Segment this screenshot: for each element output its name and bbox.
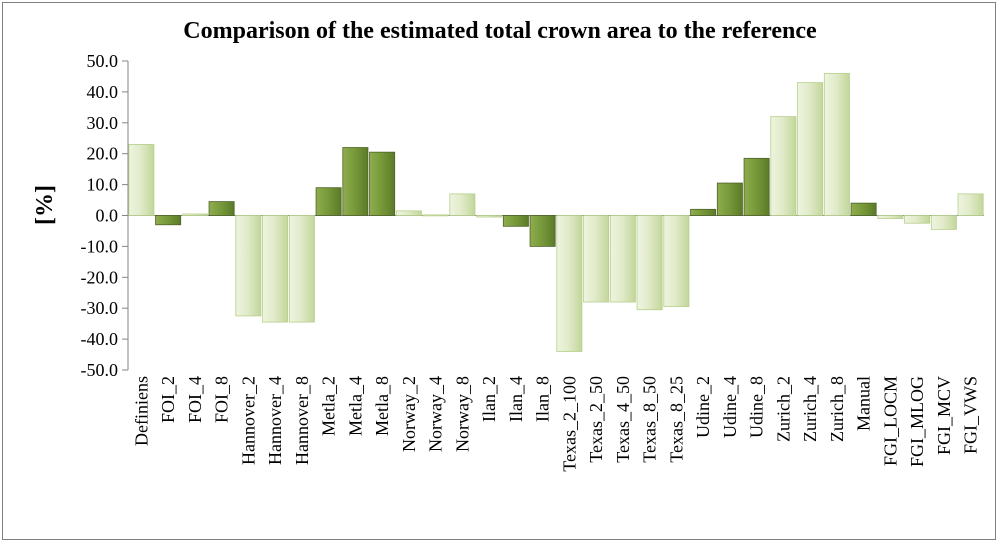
bar-metla-4 bbox=[342, 147, 369, 216]
x-tick-label: FOI_4 bbox=[185, 376, 205, 423]
x-tick-label: FOI_2 bbox=[158, 376, 178, 423]
bar-texas-2-50 bbox=[583, 215, 610, 303]
bar-metla-8 bbox=[369, 151, 396, 216]
x-tick-label: FOI_8 bbox=[212, 376, 232, 423]
y-tick-label: 10.0 bbox=[87, 175, 119, 195]
y-tick-label: 40.0 bbox=[87, 82, 119, 102]
x-tick-label: Texas_8_50 bbox=[640, 376, 660, 463]
x-tick-label: Zurich_8 bbox=[827, 376, 847, 442]
bar-foi-2 bbox=[155, 215, 182, 226]
chart-title: Comparison of the estimated total crown … bbox=[183, 18, 817, 44]
bar-norway-8 bbox=[449, 193, 476, 216]
bar-fgi-locm bbox=[877, 215, 904, 219]
bar-metla-2 bbox=[315, 187, 342, 216]
x-tick-label: Ilan_4 bbox=[506, 376, 526, 422]
x-tick-label: Hannover_8 bbox=[292, 376, 312, 465]
y-axis-label: [%] bbox=[32, 185, 58, 225]
y-tick-label: -30.0 bbox=[81, 298, 119, 318]
bar-hannover-4 bbox=[262, 215, 289, 323]
x-tick-label: Norway_2 bbox=[399, 376, 419, 452]
x-tick-label: Metla_2 bbox=[319, 376, 339, 436]
bar-norway-2 bbox=[395, 210, 422, 216]
x-tick-label: Manual bbox=[854, 376, 874, 431]
bar-foi-8 bbox=[208, 201, 235, 216]
x-tick-label: Texas_4_50 bbox=[613, 376, 633, 463]
bar-ilan-4 bbox=[502, 215, 529, 227]
x-tick-label: Ilan_2 bbox=[479, 376, 499, 422]
bar-zurich-2 bbox=[770, 116, 797, 216]
bar-hannover-2 bbox=[235, 215, 262, 317]
bar-zurich-4 bbox=[797, 82, 824, 216]
bar-foi-4 bbox=[181, 213, 208, 216]
bar-texas-4-50 bbox=[609, 215, 636, 303]
x-tick-label: Hannover_4 bbox=[265, 376, 285, 465]
x-tick-label: Metla_8 bbox=[372, 376, 392, 436]
x-tick-label: Texas_8_25 bbox=[666, 376, 686, 463]
x-tick-label: Udine_4 bbox=[720, 376, 740, 438]
bar-norway-4 bbox=[422, 214, 449, 217]
x-tick-label: Texas_2_50 bbox=[586, 376, 606, 463]
bar-fgi-vws bbox=[957, 193, 984, 216]
y-tick-label: -40.0 bbox=[81, 329, 119, 349]
x-tick-label: Hannover_2 bbox=[238, 376, 258, 465]
bar-fgi-mcv bbox=[930, 215, 957, 230]
x-tick-label: Norway_4 bbox=[426, 376, 446, 452]
x-tick-label: FGI_LOCM bbox=[880, 376, 900, 466]
y-tick-label: 0.0 bbox=[96, 206, 119, 226]
bar-hannover-8 bbox=[288, 215, 315, 323]
bar-manual bbox=[850, 202, 877, 216]
bar-zurich-8 bbox=[823, 72, 850, 216]
bar-udine-4 bbox=[716, 182, 743, 216]
y-tick-label: -20.0 bbox=[81, 267, 119, 287]
x-tick-label: Ilan_8 bbox=[533, 376, 553, 422]
x-tick-label: Definiens bbox=[131, 376, 151, 446]
bar-texas-2-100 bbox=[556, 215, 583, 352]
bars bbox=[128, 72, 984, 352]
y-tick-label: -50.0 bbox=[81, 360, 119, 380]
bar-udine-2 bbox=[690, 208, 717, 216]
y-tick-label: 20.0 bbox=[87, 144, 119, 164]
x-tick-label: Norway_8 bbox=[452, 376, 472, 452]
bar-ilan-8 bbox=[529, 215, 556, 247]
x-tick-label: Udine_8 bbox=[747, 376, 767, 438]
x-tick-label: Texas_2_100 bbox=[559, 376, 579, 472]
x-tick-label: FGI_MCV bbox=[934, 376, 954, 455]
x-tick-label: FGI_VWS bbox=[961, 376, 981, 454]
bar-texas-8-50 bbox=[636, 215, 663, 311]
y-tick-label: 50.0 bbox=[87, 51, 119, 71]
y-tick-label: -10.0 bbox=[81, 236, 119, 256]
bar-udine-8 bbox=[743, 157, 770, 216]
bar-ilan-2 bbox=[476, 215, 503, 218]
bar-fgi-mlog bbox=[904, 215, 931, 224]
x-tick-label: Zurich_4 bbox=[800, 376, 820, 442]
x-tick-label: FGI_MLOG bbox=[907, 376, 927, 467]
y-tick-label: 30.0 bbox=[87, 113, 119, 133]
category-labels: Definiens FOI_2 FOI_4 FOI_8 Hannover_2 Hannov… bbox=[131, 376, 980, 472]
bar-definiens bbox=[128, 144, 155, 216]
x-tick-label: Udine_2 bbox=[693, 376, 713, 438]
x-tick-label: Metla_4 bbox=[345, 376, 365, 436]
x-tick-label: Zurich_2 bbox=[773, 376, 793, 442]
bar-texas-8-25 bbox=[663, 215, 690, 308]
